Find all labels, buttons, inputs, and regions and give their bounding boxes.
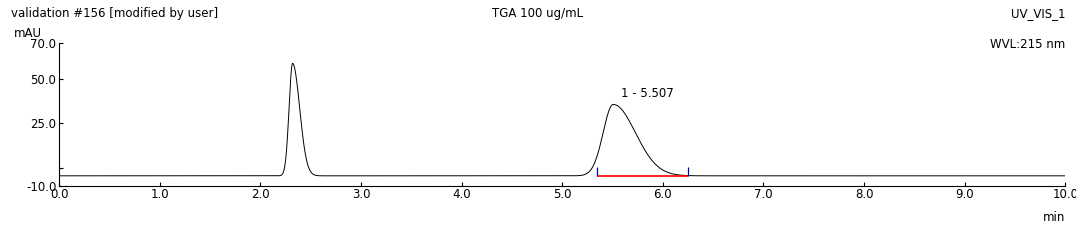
Text: min: min bbox=[1043, 211, 1065, 224]
Text: validation #156 [modified by user]: validation #156 [modified by user] bbox=[11, 7, 217, 20]
Text: 1 - 5.507: 1 - 5.507 bbox=[621, 87, 674, 100]
Text: mAU: mAU bbox=[14, 27, 42, 40]
Text: WVL:215 nm: WVL:215 nm bbox=[990, 38, 1065, 51]
Text: TGA 100 ug/mL: TGA 100 ug/mL bbox=[493, 7, 583, 20]
Text: UV_VIS_1: UV_VIS_1 bbox=[1010, 7, 1065, 20]
